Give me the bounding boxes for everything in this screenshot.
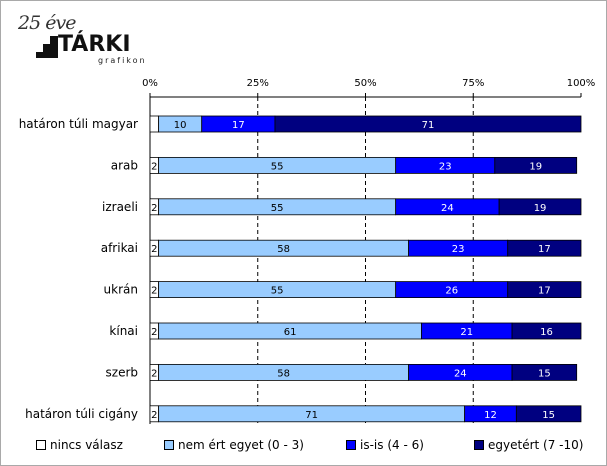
data-label: 12 — [484, 410, 497, 421]
legend-swatch — [346, 440, 356, 450]
category-label: ukrán — [104, 283, 138, 297]
legend-label: nincs válasz — [50, 438, 123, 452]
bar-segment — [274, 115, 582, 133]
legend-label: nem ért egyet (0 - 3) — [178, 438, 304, 452]
data-label: 24 — [454, 368, 467, 379]
data-label: 19 — [534, 203, 547, 214]
data-label: 23 — [439, 161, 452, 172]
bar-segment — [515, 405, 582, 423]
legend-item: nincs válasz — [36, 438, 123, 452]
data-label: 15 — [538, 368, 551, 379]
data-label: 16 — [540, 327, 553, 338]
x-tick-label: 25% — [247, 78, 269, 89]
legend-swatch — [164, 440, 174, 450]
stairs-icon — [36, 36, 58, 58]
stacked-bar-chart: 0% 25% 50% 75% 100% határon túli magyar 10 17 71… — [19, 78, 596, 424]
data-label: 21 — [460, 327, 473, 338]
data-label: 23 — [452, 244, 465, 255]
data-label: 2 — [151, 161, 157, 172]
data-label: 58 — [277, 368, 290, 379]
legend-label: is-is (4 - 6) — [360, 438, 424, 452]
data-label: 19 — [529, 161, 542, 172]
x-tick-label: 50% — [354, 78, 376, 89]
legend: nincs válasz nem ért egyet (0 - 3) is-is (… — [0, 436, 607, 456]
legend-label: egyetért (7 -10) — [488, 438, 584, 452]
legend-swatch — [474, 440, 484, 450]
logo-sub: grafikon — [98, 56, 147, 65]
tarki-logo: 25 éve TÁRKI grafikon — [16, 12, 166, 72]
bar-segment — [507, 239, 582, 257]
legend-item: is-is (4 - 6) — [346, 438, 424, 452]
data-label: 55 — [271, 161, 284, 172]
data-label: 55 — [271, 286, 284, 297]
bar-segment — [511, 322, 582, 340]
bar-segment — [498, 198, 582, 216]
category-label: szerb — [106, 365, 138, 379]
data-label: 15 — [542, 410, 555, 421]
data-label: 61 — [284, 327, 297, 338]
data-label: 55 — [271, 203, 284, 214]
category-label: határon túli cigány — [25, 407, 138, 421]
x-tick-label: 0% — [142, 78, 158, 89]
data-label: 2 — [151, 327, 157, 338]
bar-segment — [494, 156, 578, 174]
logo-year: 25 éve — [18, 12, 76, 34]
data-label: 24 — [441, 203, 454, 214]
category-label: afrikai — [101, 241, 138, 255]
legend-item: nem ért egyet (0 - 3) — [164, 438, 304, 452]
data-label: 2 — [151, 203, 157, 214]
bar-segment — [507, 281, 582, 299]
data-label: 17 — [538, 244, 551, 255]
logo-name: TÁRKI — [58, 32, 131, 57]
data-label: 17 — [232, 120, 245, 131]
data-label: 2 — [151, 244, 157, 255]
legend-item: egyetért (7 -10) — [474, 438, 583, 452]
data-label: 2 — [151, 286, 157, 297]
category-label: határon túli magyar — [19, 117, 138, 131]
data-label: 26 — [445, 286, 458, 297]
data-label: 2 — [151, 368, 157, 379]
x-tick-label: 75% — [462, 78, 484, 89]
legend-swatch — [36, 440, 46, 450]
data-label: 58 — [277, 244, 290, 255]
category-label: arab — [111, 158, 138, 172]
category-label: izraeli — [102, 200, 138, 214]
data-label: 71 — [305, 410, 318, 421]
data-label: 2 — [151, 410, 157, 421]
data-label: 10 — [174, 120, 187, 131]
bar-segment — [511, 363, 578, 381]
data-label: 17 — [538, 286, 551, 297]
x-tick-label: 100% — [567, 78, 596, 89]
bar-segment — [149, 115, 160, 133]
data-label: 71 — [422, 120, 435, 131]
category-label: kínai — [109, 324, 138, 338]
